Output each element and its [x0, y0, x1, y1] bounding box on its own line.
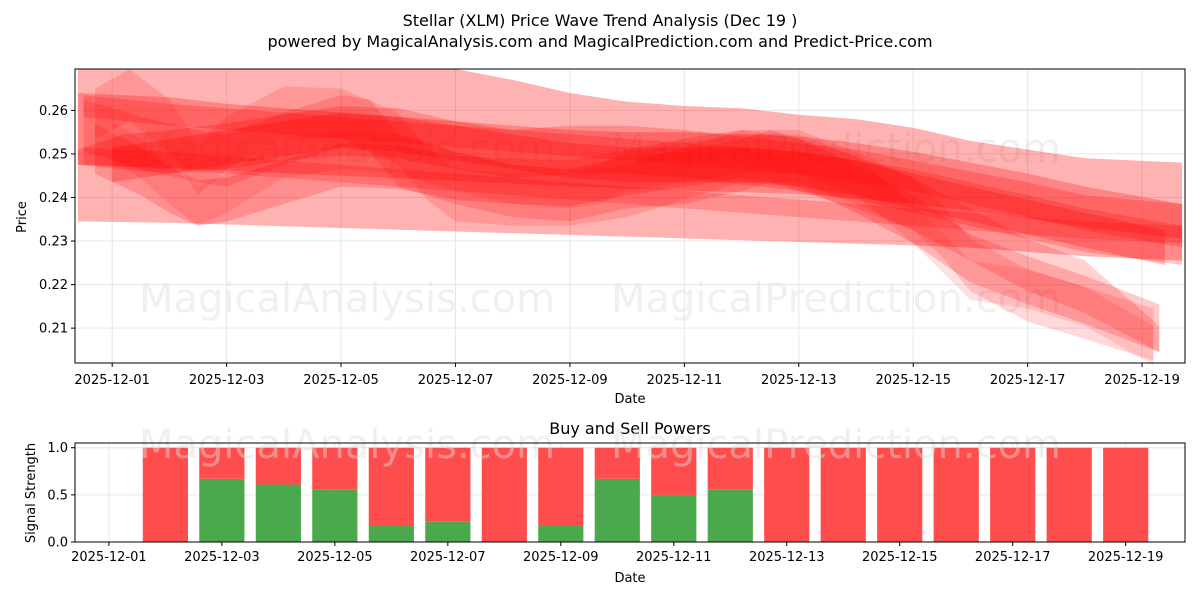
buy-bar — [651, 494, 697, 542]
buy-bar — [199, 478, 245, 542]
bars-x-tick-label: 2025-12-19 — [1088, 550, 1164, 565]
bars-x-tick-label: 2025-12-11 — [636, 550, 712, 565]
bars-x-tick-label: 2025-12-03 — [184, 550, 260, 565]
buy-bar — [425, 521, 471, 542]
sell-bar — [764, 447, 810, 542]
price-x-tick-label: 2025-12-09 — [532, 373, 608, 388]
sell-bar — [425, 447, 471, 522]
watermarks-bottom: MagicalAnalysis.com MagicalPrediction.co… — [139, 422, 1061, 468]
buy-bar — [312, 489, 358, 542]
watermark-text: MagicalPrediction.com — [611, 126, 1061, 172]
price-x-label: Date — [614, 392, 645, 407]
sell-bar — [255, 447, 301, 485]
buy-bar — [255, 484, 301, 542]
bars-y-tick-label: 0.0 — [47, 536, 68, 551]
price-x-tick-label: 2025-12-19 — [1104, 373, 1180, 388]
price-y-tick-label: 0.24 — [39, 191, 68, 206]
watermark-text: MagicalAnalysis.com — [139, 276, 555, 322]
sell-bar — [651, 447, 697, 495]
price-wave-band — [83, 95, 1160, 353]
price-axes: 0.21 0.22 0.23 0.24 0.25 0.26 2025-12-01 2025-1… — [39, 104, 1180, 388]
watermark-text: MagicalPrediction.com — [611, 276, 1061, 322]
bars-x-tick-label: 2025-12-15 — [862, 550, 938, 565]
bars-x-tick-label: 2025-12-01 — [71, 550, 147, 565]
price-wave-band — [77, 106, 1183, 265]
sell-bar — [312, 447, 358, 490]
price-wave-band — [112, 121, 1154, 366]
sell-bar — [538, 447, 584, 526]
bars-plot-frame — [74, 442, 1186, 543]
sell-bar — [594, 447, 640, 479]
price-y-tick-label: 0.22 — [39, 278, 68, 293]
sell-bar — [142, 447, 188, 542]
watermark-text: MagicalPrediction.com — [611, 422, 1061, 468]
price-y-tick-label: 0.25 — [39, 147, 68, 162]
bars-y-tick-label: 0.5 — [47, 488, 68, 503]
bars-x-tick-label: 2025-12-13 — [749, 550, 825, 565]
sell-bar — [990, 447, 1036, 542]
price-plot-frame — [74, 68, 1186, 364]
watermark-text: MagicalAnalysis.com — [139, 422, 555, 468]
bars-x-tick-label: 2025-12-17 — [975, 550, 1051, 565]
price-wave-band — [95, 69, 1154, 361]
sell-bar — [1103, 447, 1149, 542]
sell-bar — [877, 447, 923, 542]
bars-x-label: Date — [614, 571, 645, 586]
bars-x-tick-label: 2025-12-07 — [410, 550, 486, 565]
price-bands — [77, 69, 1183, 366]
bars-x-tick-label: 2025-12-09 — [523, 550, 599, 565]
price-x-tick-label: 2025-12-17 — [990, 373, 1066, 388]
price-x-tick-label: 2025-12-11 — [647, 373, 723, 388]
price-wave-band — [77, 69, 1183, 261]
price-y-tick-label: 0.23 — [39, 235, 68, 250]
price-y-tick-label: 0.26 — [39, 104, 68, 119]
bars-title: Buy and Sell Powers — [549, 419, 711, 438]
bars-axes: 0.0 0.5 1.0 2025-12-01 2025-12-03 2025-12-05 2… — [47, 441, 1163, 565]
sell-bar — [933, 447, 979, 542]
buy-bar — [538, 525, 584, 542]
bars-y-tick-label: 1.0 — [47, 441, 68, 456]
price-x-tick-label: 2025-12-07 — [418, 373, 494, 388]
sell-bar — [481, 447, 527, 542]
price-x-tick-label: 2025-12-03 — [189, 373, 265, 388]
price-y-label: Price — [15, 201, 30, 233]
price-x-tick-label: 2025-12-05 — [303, 373, 379, 388]
chart-title: Stellar (XLM) Price Wave Trend Analysis … — [403, 11, 798, 30]
price-wave-band — [77, 93, 1183, 239]
price-wave-band — [112, 112, 1166, 265]
sell-bar — [368, 447, 414, 526]
price-y-tick-label: 0.21 — [39, 322, 68, 337]
sell-bar — [199, 447, 245, 479]
buy-bar — [707, 489, 753, 542]
sell-bar — [820, 447, 866, 542]
watermark-text: MagicalAnalysis.com — [139, 126, 555, 172]
sell-bar — [707, 447, 753, 490]
bars-y-label: Signal Strength — [24, 443, 39, 543]
buy-sell-bars — [142, 447, 1149, 542]
price-wave-band — [83, 95, 1183, 248]
price-wave-band — [95, 123, 1160, 353]
price-x-tick-label: 2025-12-13 — [761, 373, 837, 388]
price-x-tick-label: 2025-12-15 — [875, 373, 951, 388]
price-grid — [75, 69, 1185, 363]
price-wave-band — [83, 147, 1183, 244]
buy-bar — [368, 525, 414, 542]
chart-subtitle: powered by MagicalAnalysis.com and Magic… — [267, 32, 932, 51]
watermarks-top: MagicalAnalysis.com MagicalPrediction.co… — [139, 126, 1061, 322]
bars-x-tick-label: 2025-12-05 — [297, 550, 373, 565]
buy-bar — [594, 478, 640, 542]
sell-bar — [1046, 447, 1092, 542]
price-x-tick-label: 2025-12-01 — [74, 373, 150, 388]
